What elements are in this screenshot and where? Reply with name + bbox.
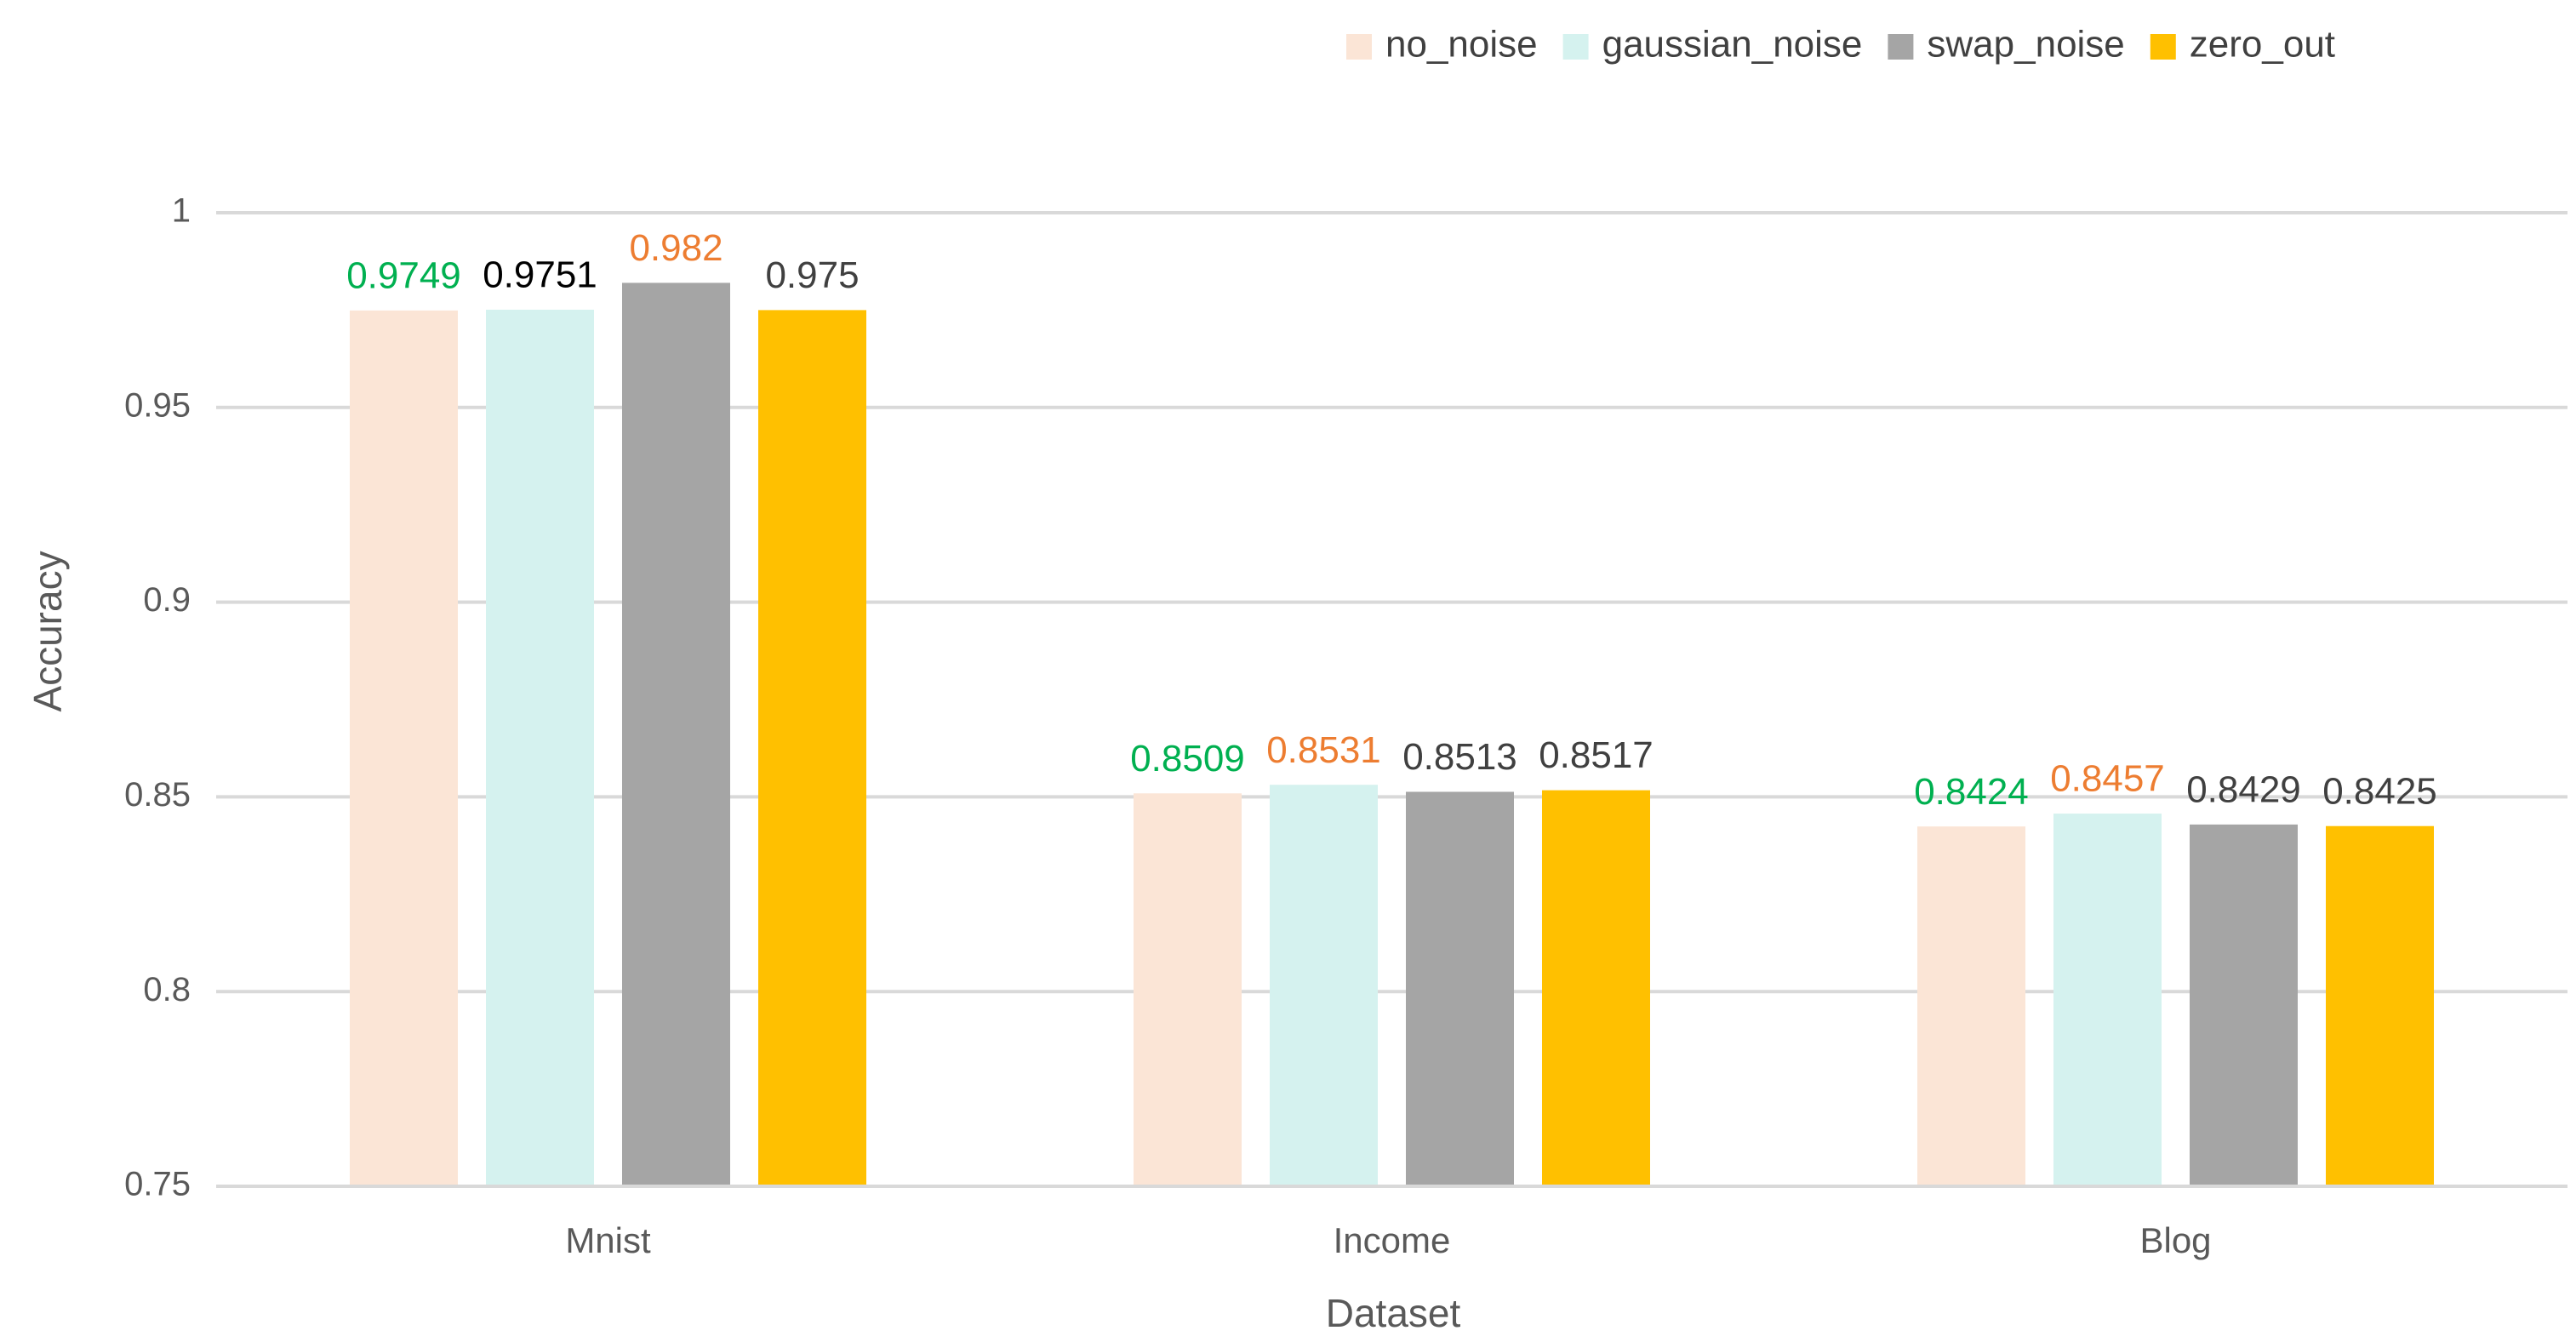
legend-swatch xyxy=(1346,34,1372,60)
data-label: 0.8429 xyxy=(2186,769,2301,811)
y-tick-label: 0.95 xyxy=(124,386,191,424)
bar xyxy=(1542,790,1650,1186)
bar xyxy=(622,283,730,1186)
y-axis-title: Accuracy xyxy=(26,551,70,711)
legend-label: swap_noise xyxy=(1927,24,2124,66)
bar xyxy=(486,309,594,1187)
x-tick-label: Blog xyxy=(2139,1220,2211,1260)
data-label: 0.8517 xyxy=(1539,734,1654,776)
data-label: 0.8513 xyxy=(1402,736,1517,778)
data-label: 0.8509 xyxy=(1130,738,1245,780)
x-axis-title: Dataset xyxy=(1326,1291,1461,1335)
data-label: 0.9751 xyxy=(483,254,597,296)
y-tick-label: 0.9 xyxy=(143,581,191,619)
y-tick-label: 1 xyxy=(172,192,191,230)
data-label: 0.982 xyxy=(629,227,723,269)
bar xyxy=(350,310,458,1186)
legend-label: gaussian_noise xyxy=(1602,24,1863,66)
bar xyxy=(2053,814,2162,1186)
bar xyxy=(2326,825,2434,1186)
bar xyxy=(1270,785,1378,1186)
bar xyxy=(758,310,866,1186)
data-label: 0.8425 xyxy=(2322,770,2437,812)
legend-label: no_noise xyxy=(1385,24,1538,66)
y-tick-label: 0.8 xyxy=(143,971,191,1008)
data-label: 0.8424 xyxy=(1914,771,2029,813)
x-tick-label: Income xyxy=(1334,1220,1451,1260)
legend-swatch xyxy=(1562,34,1589,60)
y-tick-label: 0.75 xyxy=(124,1166,191,1203)
bar xyxy=(2190,824,2298,1186)
x-tick-label: Mnist xyxy=(565,1220,651,1260)
data-label: 0.8531 xyxy=(1266,729,1381,771)
data-label: 0.975 xyxy=(765,254,859,296)
legend-label: zero_out xyxy=(2190,24,2335,66)
data-label: 0.8457 xyxy=(2050,758,2165,800)
y-tick-label: 0.85 xyxy=(124,776,191,814)
legend-swatch xyxy=(2150,34,2176,60)
bar xyxy=(1406,791,1514,1186)
bar xyxy=(1917,826,2025,1186)
data-label: 0.9749 xyxy=(346,254,461,296)
bar xyxy=(1134,793,1242,1186)
legend-swatch xyxy=(1888,34,1914,60)
